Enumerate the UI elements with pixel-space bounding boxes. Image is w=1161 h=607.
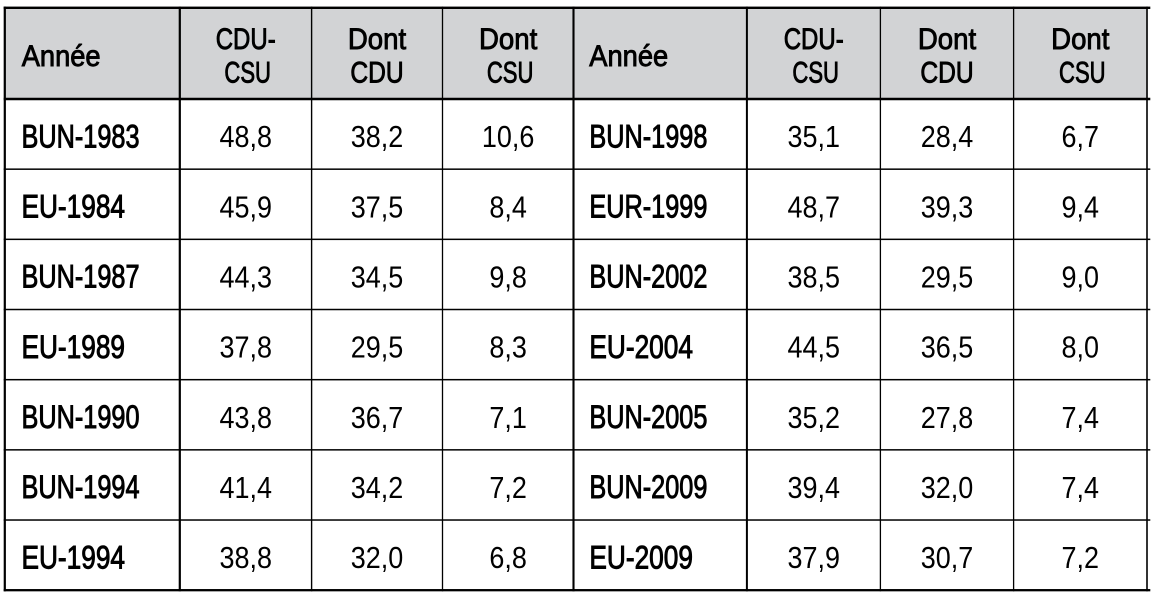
svg-text:CDU: CDU [350,55,403,89]
svg-text:43,8: 43,8 [219,401,271,435]
svg-text:BUN-1987: BUN-1987 [22,260,140,296]
svg-text:45,9: 45,9 [219,191,271,225]
svg-text:38,5: 38,5 [787,261,839,295]
svg-text:37,8: 37,8 [219,331,271,365]
svg-text:8,4: 8,4 [489,191,526,225]
svg-text:10,6: 10,6 [482,120,534,154]
svg-text:48,7: 48,7 [787,191,839,225]
svg-text:36,7: 36,7 [351,401,403,435]
svg-text:7,2: 7,2 [1062,541,1099,575]
svg-text:CSU: CSU [792,55,839,89]
svg-text:29,5: 29,5 [921,261,973,295]
svg-text:EU-1989: EU-1989 [22,330,126,365]
svg-text:Dont: Dont [479,23,537,56]
svg-text:37,5: 37,5 [351,191,403,225]
svg-text:9,0: 9,0 [1062,261,1099,295]
svg-text:44,3: 44,3 [219,261,271,295]
svg-text:7,4: 7,4 [1062,401,1099,435]
svg-text:37,9: 37,9 [787,541,839,575]
svg-text:39,3: 39,3 [921,191,973,225]
svg-text:EU-1984: EU-1984 [22,190,126,225]
svg-text:35,1: 35,1 [787,120,839,154]
svg-text:9,8: 9,8 [489,261,526,295]
svg-text:EUR-1999: EUR-1999 [589,190,707,226]
svg-text:BUN-1998: BUN-1998 [589,120,707,156]
svg-text:EU-1994: EU-1994 [22,541,126,576]
svg-text:48,8: 48,8 [219,120,271,154]
svg-text:CSU: CSU [224,55,271,89]
svg-text:36,5: 36,5 [921,331,973,365]
svg-text:Année: Année [589,40,668,73]
svg-text:CDU-: CDU- [216,21,276,55]
svg-text:BUN-2009: BUN-2009 [589,470,707,506]
svg-text:9,4: 9,4 [1062,191,1099,225]
svg-text:BUN-1990: BUN-1990 [22,400,140,436]
svg-text:7,4: 7,4 [1062,471,1099,505]
svg-text:BUN-2002: BUN-2002 [589,260,707,296]
svg-text:7,1: 7,1 [489,401,526,435]
svg-text:8,0: 8,0 [1062,331,1099,365]
svg-text:CSU: CSU [1059,55,1106,89]
svg-text:CSU: CSU [487,55,534,89]
svg-text:CDU: CDU [920,55,973,89]
svg-text:Dont: Dont [918,23,976,56]
svg-text:29,5: 29,5 [351,331,403,365]
svg-text:41,4: 41,4 [219,471,271,505]
svg-text:Année: Année [22,40,101,73]
svg-text:27,8: 27,8 [921,401,973,435]
svg-text:Dont: Dont [1051,23,1109,56]
svg-text:BUN-1983: BUN-1983 [22,120,140,156]
svg-text:34,5: 34,5 [351,261,403,295]
svg-text:EU-2009: EU-2009 [589,541,693,576]
svg-text:6,7: 6,7 [1062,120,1099,154]
svg-text:38,8: 38,8 [219,541,271,575]
svg-text:Dont: Dont [348,23,406,56]
svg-text:32,0: 32,0 [351,541,403,575]
svg-text:BUN-1994: BUN-1994 [22,470,140,506]
svg-text:32,0: 32,0 [921,471,973,505]
svg-text:EU-2004: EU-2004 [589,330,693,365]
svg-text:BUN-2005: BUN-2005 [589,400,707,436]
svg-text:28,4: 28,4 [921,120,973,154]
svg-text:7,2: 7,2 [489,471,526,505]
svg-text:CDU-: CDU- [784,21,844,55]
svg-text:34,2: 34,2 [351,471,403,505]
svg-text:6,8: 6,8 [489,541,526,575]
svg-text:44,5: 44,5 [787,331,839,365]
svg-text:35,2: 35,2 [787,401,839,435]
svg-text:8,3: 8,3 [489,331,526,365]
svg-text:30,7: 30,7 [921,541,973,575]
svg-text:39,4: 39,4 [787,471,839,505]
svg-text:38,2: 38,2 [351,120,403,154]
